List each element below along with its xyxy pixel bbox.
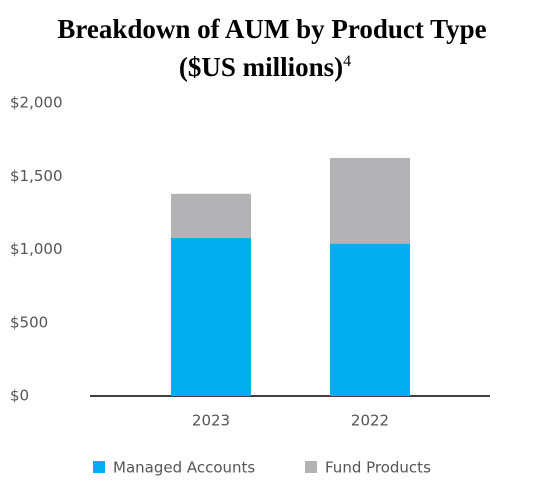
subtitle-text: ($US millions) xyxy=(179,52,343,82)
legend-label: Fund Products xyxy=(325,459,431,477)
y-tick-label: $0 xyxy=(10,387,29,405)
chart-title: Breakdown of AUM by Product Type xyxy=(57,14,486,44)
y-tick-label: $1,000 xyxy=(10,240,63,258)
bar-segment xyxy=(330,243,410,396)
title-footnote: 4 xyxy=(343,53,351,70)
bar-segment xyxy=(171,193,251,238)
x-tick-label: 2023 xyxy=(192,412,230,430)
bar-segment xyxy=(171,237,251,396)
legend-swatch xyxy=(93,461,105,473)
legend-swatch xyxy=(305,461,317,473)
bar-segment xyxy=(330,157,410,244)
y-tick-label: $500 xyxy=(10,313,48,331)
x-tick-label: 2022 xyxy=(351,412,389,430)
y-tick-label: $1,500 xyxy=(10,167,63,185)
chart-subtitle: ($US millions)4 xyxy=(179,52,351,82)
y-tick-label: $2,000 xyxy=(10,94,63,112)
legend-label: Managed Accounts xyxy=(113,459,255,477)
